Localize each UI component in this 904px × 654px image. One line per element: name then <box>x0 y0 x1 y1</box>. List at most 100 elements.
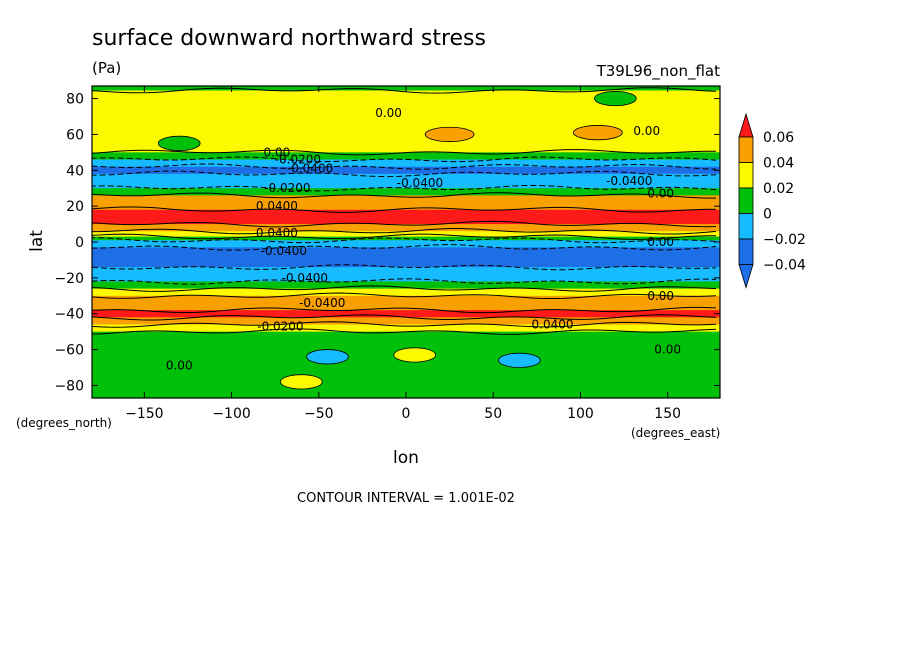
band-13 <box>92 195 720 204</box>
contour-label-5: -0.0400 <box>397 176 443 190</box>
colorbar-segment <box>738 136 754 163</box>
y-tick-label: 60 <box>66 127 84 143</box>
y-tick-label: 0 <box>75 235 84 251</box>
contour-label-0: 0.00 <box>375 106 402 120</box>
y-tick-label: 40 <box>66 163 84 179</box>
band-23 <box>92 252 720 261</box>
contour-line-12 <box>92 184 717 192</box>
y-tick-label: 80 <box>66 92 84 108</box>
band-38 <box>92 362 720 374</box>
yellow-patch-0 <box>424 126 475 142</box>
cyan-patch-7 <box>593 90 637 107</box>
dashed-contours <box>92 87 717 335</box>
band-20 <box>92 240 720 245</box>
plot-area: 0.000.000.00-0.0200-0.0400-0.0400 -0.0400… <box>92 86 720 398</box>
band-6 <box>92 143 720 153</box>
x-axis-units: (degrees_east) <box>631 426 720 440</box>
colorbar-segment <box>738 213 754 240</box>
contour-label-18: 0.00 <box>654 343 681 357</box>
colorbar-upper-arrow <box>738 112 754 138</box>
band-8 <box>92 159 720 168</box>
band-17 <box>92 224 720 232</box>
y-tick-label: 20 <box>66 199 84 215</box>
contour-label-16: 0.0400 <box>532 317 574 331</box>
contour-label-7: 0.00 <box>647 187 674 201</box>
chart-units: (Pa) <box>92 59 121 77</box>
contour-line-29 <box>92 292 717 300</box>
band-33 <box>92 324 720 333</box>
y-axis-label: lat <box>27 230 47 252</box>
colorbar-lower-arrow <box>738 264 754 289</box>
band-30 <box>92 302 720 311</box>
band-34 <box>92 331 720 340</box>
chart-title: surface downward northward stress <box>92 26 486 51</box>
band-4 <box>92 121 720 134</box>
colorbar-label: −0.04 <box>763 258 806 274</box>
band-39 <box>92 372 720 385</box>
band-22 <box>92 247 720 254</box>
colorbar-segment <box>738 187 754 214</box>
contour-label-10: 0.0400 <box>256 226 298 240</box>
band-25 <box>92 267 720 275</box>
colorbar: 0.06 0.04 0.02 0 −0.02 −0.04 <box>738 112 806 289</box>
x-tick-label: −100 <box>212 406 250 422</box>
contour-patches <box>157 90 637 390</box>
band-5 <box>92 132 720 144</box>
band-16 <box>92 216 720 225</box>
band-11 <box>92 181 720 189</box>
y-tick-label: −60 <box>54 343 84 359</box>
band-9 <box>92 166 720 175</box>
contour-line-10 <box>92 170 717 178</box>
band-32 <box>92 317 720 326</box>
contour-label-4: -0.0400 <box>287 161 333 175</box>
band-1 <box>92 90 720 101</box>
colorbar-label: −0.02 <box>763 232 806 248</box>
colorbar-segment <box>738 238 754 265</box>
green-patch-5 <box>280 374 323 390</box>
colorbar-segment <box>738 162 754 189</box>
blue-patch-2 <box>306 349 349 365</box>
contour-line-7 <box>92 149 717 156</box>
band-3 <box>92 111 720 123</box>
contour-label-2: 0.00 <box>264 145 291 159</box>
band-24 <box>92 259 720 268</box>
x-tick-label: −50 <box>304 406 334 422</box>
contour-label-3: -0.0200 <box>275 153 321 167</box>
run-label: T39L96_non_flat <box>596 62 721 81</box>
band-29 <box>92 295 720 304</box>
contour-line-13 <box>92 192 716 199</box>
contour-line-32 <box>92 314 717 321</box>
y-tick-label: −40 <box>54 307 84 323</box>
band-21 <box>92 243 720 248</box>
contour-label-9: 0.0400 <box>256 199 298 213</box>
contour-line-25 <box>92 264 717 271</box>
contour-line-9 <box>92 163 717 170</box>
contour-label-17: -0.0200 <box>257 319 303 333</box>
contour-line-27 <box>92 278 717 285</box>
y-tick-label: −80 <box>54 378 84 394</box>
x-axis-label: lon <box>393 448 419 468</box>
x-tick-label: 100 <box>567 406 594 422</box>
x-tick-label: 0 <box>402 406 411 422</box>
contour-line-31 <box>92 306 717 314</box>
contour-line-17 <box>92 220 717 228</box>
y-axis-units: (degrees_north) <box>16 416 112 430</box>
band-27 <box>92 281 720 290</box>
band-2 <box>92 100 720 112</box>
band-31 <box>92 310 720 318</box>
x-tick-label: 50 <box>484 406 502 422</box>
x-tick-label: −150 <box>125 406 163 422</box>
colorbar-label: 0.04 <box>763 156 794 172</box>
contour-line-19 <box>92 233 717 240</box>
contour-line-15 <box>92 206 717 213</box>
contour-label-8: -0.0200 <box>264 181 310 195</box>
contour-label-15: -0.0400 <box>299 296 345 310</box>
contour-line-1 <box>92 87 717 94</box>
contour-line-18 <box>92 228 717 235</box>
contour-label-12: 0.00 <box>647 235 674 249</box>
colorbar-label: 0.06 <box>763 130 794 146</box>
y-tick-label: −20 <box>54 271 84 287</box>
band-15 <box>92 209 720 218</box>
contour-labels: 0.000.000.00-0.0200-0.0400-0.0400 -0.0400… <box>166 106 681 373</box>
band-28 <box>92 288 720 297</box>
